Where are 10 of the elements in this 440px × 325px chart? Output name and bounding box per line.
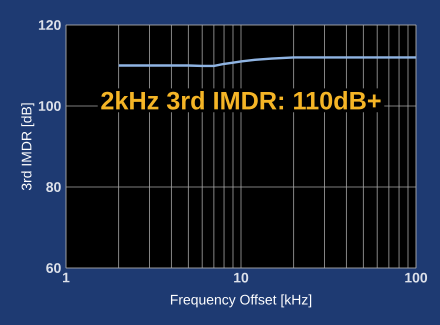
x-axis-title: Frequency Offset [kHz] xyxy=(170,294,312,308)
x-tick-label: 100 xyxy=(405,272,428,283)
y-tick-label: 120 xyxy=(38,20,61,30)
y-tick-label: 60 xyxy=(46,263,61,273)
x-tick-label: 1 xyxy=(62,272,70,282)
annotation: 2kHz 3rd IMDR: 110dB+ xyxy=(101,91,381,110)
x-tick-label: 10 xyxy=(234,272,248,283)
y-tick-label: 80 xyxy=(46,182,61,192)
y-tick-label: 100 xyxy=(38,101,61,111)
y-axis-title: 3rd IMDR [dB] xyxy=(21,103,34,190)
